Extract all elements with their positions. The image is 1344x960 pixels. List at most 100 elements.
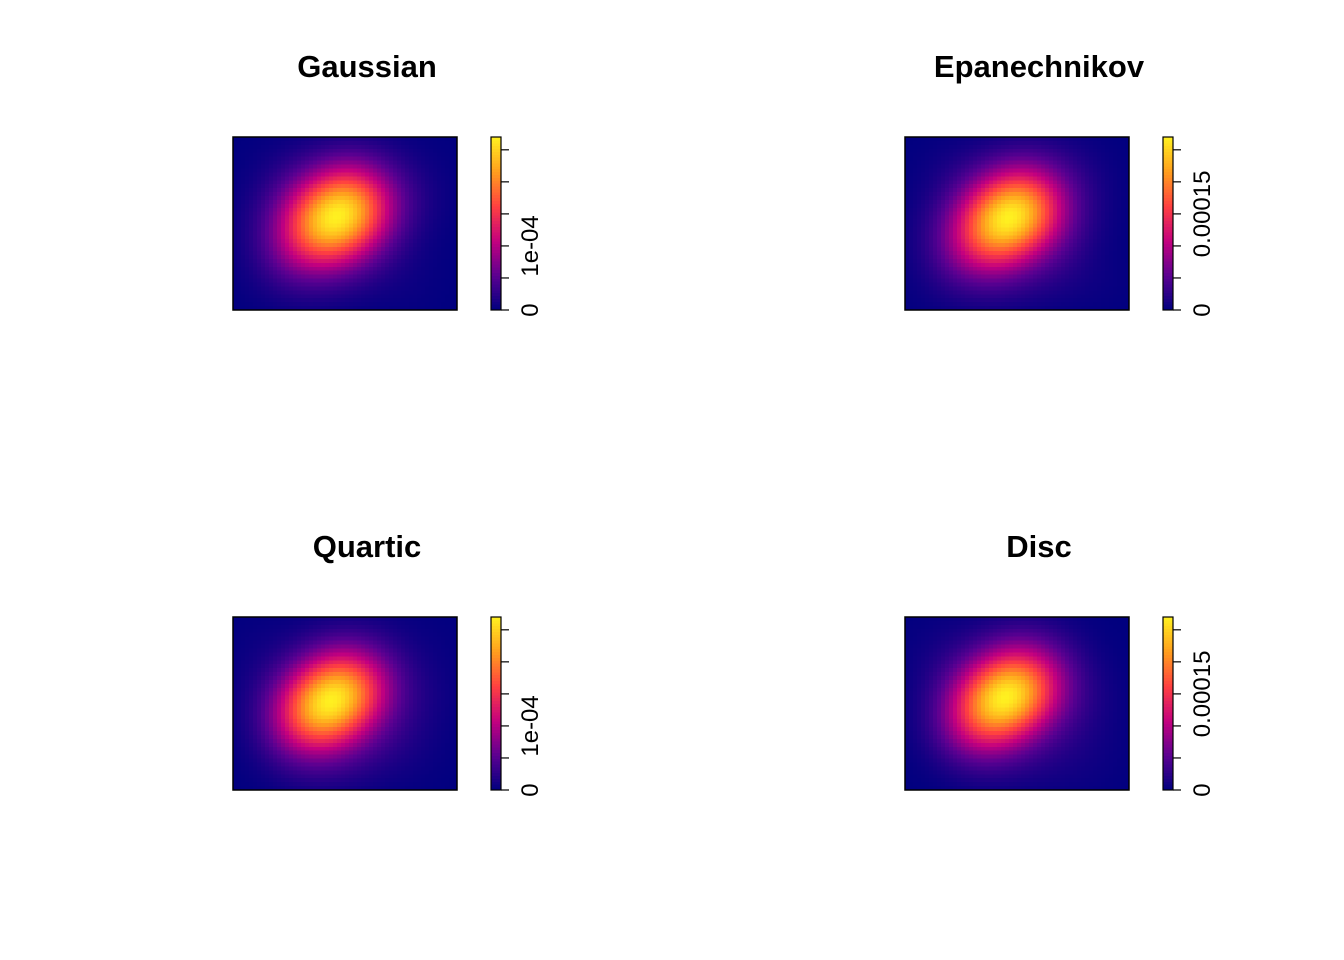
heatmap-cell (445, 286, 450, 291)
heatmap-cell (261, 247, 266, 252)
heatmap-cell (953, 278, 958, 283)
heatmap-cell (365, 184, 370, 189)
heatmap-cell (1085, 227, 1090, 232)
heatmap-cell (393, 156, 398, 161)
heatmap-cell (249, 164, 254, 169)
heatmap-cell (449, 156, 454, 161)
heatmap-cell (437, 215, 442, 220)
heatmap-cell (245, 231, 250, 236)
heatmap-cell (997, 231, 1002, 236)
heatmap-cell (305, 164, 310, 169)
heatmap-cell (1117, 282, 1122, 287)
heatmap-cell (329, 306, 334, 311)
heatmap-cell (909, 274, 914, 279)
heatmap-cell (945, 199, 950, 205)
heatmap-cell (425, 148, 430, 154)
heatmap-cell (929, 137, 934, 142)
heatmap-cell (269, 298, 274, 303)
heatmap-cell (453, 160, 458, 165)
heatmap-cell (1121, 180, 1126, 185)
heatmap-cell (257, 192, 262, 197)
heatmap-cell (945, 294, 950, 299)
heatmap-cell (937, 176, 942, 181)
heatmap-cell (329, 144, 334, 150)
heatmap-cell (333, 278, 338, 283)
heatmap-cell (301, 180, 306, 185)
heatmap-cell (365, 274, 370, 279)
heatmap-cell (325, 286, 330, 291)
heatmap-cell (417, 247, 422, 252)
heatmap-cell (233, 215, 238, 220)
heatmap-cell (409, 306, 414, 311)
heatmap-cell (1045, 207, 1050, 213)
heatmap-cell (393, 294, 398, 299)
heatmap-cell (353, 168, 358, 173)
heatmap-cell (453, 188, 458, 193)
heatmap-cell (941, 290, 946, 295)
heatmap-cell (413, 235, 418, 240)
heatmap-cell (913, 262, 918, 268)
heatmap-cell (297, 180, 302, 185)
heatmap-cell (997, 262, 1002, 268)
heatmap-cell (933, 172, 938, 177)
heatmap-cell (361, 168, 366, 173)
heatmap-cell (1037, 294, 1042, 299)
heatmap-cell (929, 290, 934, 295)
heatmap-cell (949, 219, 954, 224)
heatmap-cell (1073, 207, 1078, 213)
heatmap-cell (977, 195, 982, 201)
heatmap-cell (937, 148, 942, 154)
heatmap-cell (1029, 148, 1034, 154)
heatmap-cell (1045, 164, 1050, 169)
heatmap-cell (1049, 180, 1054, 185)
heatmap-cell (377, 294, 382, 299)
heatmap-cell (1061, 164, 1066, 169)
heatmap-cell (1105, 298, 1110, 303)
heatmap-cell (285, 137, 290, 142)
heatmap-cell (953, 254, 958, 260)
heatmap-cell (385, 203, 390, 209)
heatmap-cell (1049, 243, 1054, 248)
heatmap-cell (393, 148, 398, 154)
heatmap-cell (277, 215, 282, 220)
heatmap-cell (937, 306, 942, 311)
heatmap-cell (297, 290, 302, 295)
heatmap-cell (1013, 203, 1018, 209)
heatmap-cell (261, 243, 266, 248)
heatmap-cell (273, 243, 278, 248)
heatmap-cell (909, 140, 914, 146)
heatmap-cell (917, 254, 922, 260)
heatmap-cell (333, 247, 338, 252)
heatmap-cell (309, 160, 314, 165)
heatmap-cell (269, 286, 274, 291)
heatmap-cell (909, 298, 914, 303)
heatmap-cell (933, 294, 938, 299)
heatmap-cell (1105, 262, 1110, 268)
heatmap-cell (345, 274, 350, 279)
heatmap-cell (293, 227, 298, 232)
heatmap-cell (985, 164, 990, 169)
heatmap-cell (1065, 290, 1070, 295)
heatmap-cell (1089, 140, 1094, 146)
heatmap-cell (953, 180, 958, 185)
heatmap-cell (437, 239, 442, 244)
heatmap-cell (317, 258, 322, 264)
heatmap-cell (453, 192, 458, 197)
heatmap-cell (317, 156, 322, 161)
heatmap-cell (249, 235, 254, 240)
heatmap-cell (449, 172, 454, 177)
heatmap-cell (305, 231, 310, 236)
heatmap-cell (1081, 203, 1086, 209)
heatmap-cell (1085, 306, 1090, 311)
heatmap-cell (1113, 254, 1118, 260)
heatmap-cell (321, 231, 326, 236)
heatmap-cell (393, 160, 398, 165)
heatmap-cell (321, 266, 326, 272)
heatmap-cell (353, 290, 358, 295)
heatmap-cell (1057, 160, 1062, 165)
heatmap-cell (1017, 251, 1022, 256)
heatmap-cell (1093, 199, 1098, 205)
heatmap-cell (973, 164, 978, 169)
heatmap-cell (1109, 199, 1114, 205)
heatmap-cell (329, 160, 334, 165)
